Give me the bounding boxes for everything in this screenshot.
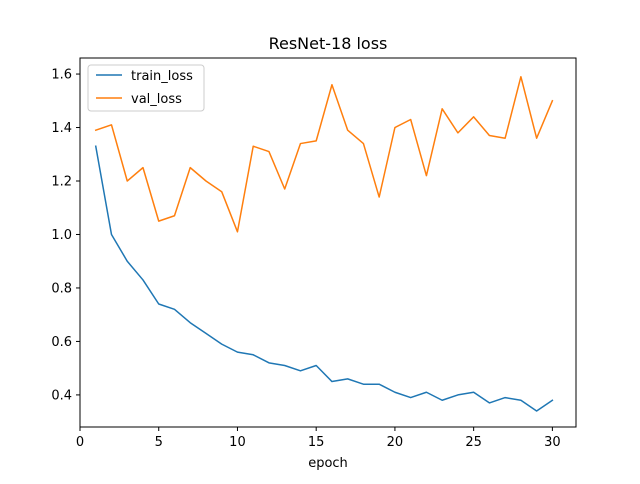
y-tick-label: 1.4 [51, 121, 72, 136]
x-axis-label: epoch [308, 456, 348, 471]
series-layer [94, 75, 554, 412]
chart-title: ResNet-18 loss [269, 34, 388, 53]
x-tick-label: 25 [465, 435, 482, 450]
legend-box [87, 64, 205, 112]
plot-area [80, 58, 576, 427]
x-axis-ticks: 0 5 10 15 20 25 30 [76, 427, 561, 450]
series-line-train-loss [94, 145, 554, 412]
y-tick-label: 0.6 [51, 335, 72, 350]
legend-label-train-loss: train_loss [131, 69, 193, 84]
x-tick-label: 5 [155, 435, 163, 450]
y-axis-ticks: 0.4 0.6 0.8 1.0 1.2 1.4 1.6 [51, 68, 80, 403]
x-tick-label: 15 [308, 435, 325, 450]
y-tick-label: 1.0 [51, 228, 72, 243]
y-tick-label: 1.2 [51, 175, 72, 190]
x-tick-label: 20 [387, 435, 404, 450]
x-tick-label: 10 [229, 435, 246, 450]
series-line-val-loss [94, 75, 554, 233]
legend: train_loss val_loss [87, 64, 205, 112]
legend-label-val-loss: val_loss [131, 92, 182, 107]
x-tick-label: 0 [76, 435, 84, 450]
x-tick-label: 30 [544, 435, 561, 450]
y-tick-label: 0.8 [51, 281, 72, 296]
y-tick-label: 0.4 [51, 388, 72, 403]
y-tick-label: 1.6 [51, 68, 72, 83]
plot-frame [79, 57, 577, 428]
